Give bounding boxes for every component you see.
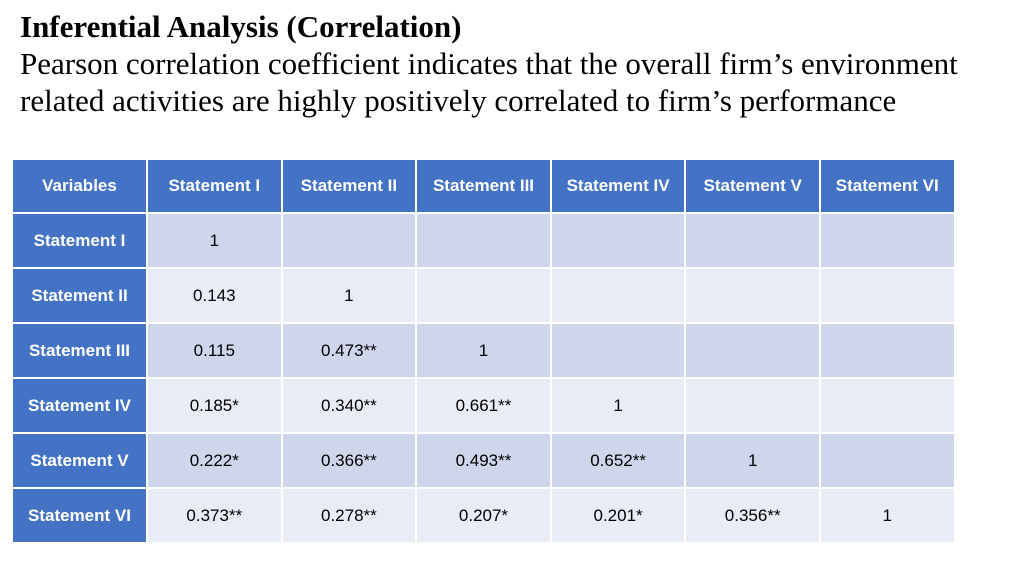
slide-title: Inferential Analysis (Correlation) Pears… [20, 8, 1010, 119]
table-cell [818, 322, 956, 379]
row-header: Statement V [11, 432, 148, 489]
row-header: Statement VI [11, 487, 148, 544]
table-cell [684, 267, 821, 324]
column-header: Statement II [280, 158, 418, 214]
table-cell: 0.652** [549, 432, 687, 489]
table-cell [818, 212, 956, 269]
table-cell: 0.366** [280, 432, 418, 489]
table-row: Statement V 0.222* 0.366** 0.493** 0.652… [11, 432, 956, 489]
table-cell: 0.473** [280, 322, 418, 379]
table-header-row: Variables Statement I Statement II State… [11, 158, 956, 214]
table-cell: 1 [549, 377, 687, 434]
table-row: Statement VI 0.373** 0.278** 0.207* 0.20… [11, 487, 956, 544]
row-header: Statement IV [11, 377, 148, 434]
row-header: Statement I [11, 212, 148, 269]
table-cell: 0.143 [146, 267, 283, 324]
table-cell [684, 322, 821, 379]
table-cell: 0.661** [415, 377, 552, 434]
table-cell: 0.373** [146, 487, 283, 544]
table-cell: 1 [818, 487, 956, 544]
table-cell [684, 377, 821, 434]
table-cell: 0.340** [280, 377, 418, 434]
table-cell: 1 [280, 267, 418, 324]
table-row: Statement III 0.115 0.473** 1 [11, 322, 956, 379]
table-cell [549, 212, 687, 269]
table-cell: 0.201* [549, 487, 687, 544]
column-header: Statement VI [818, 158, 956, 214]
table-cell: 0.115 [146, 322, 283, 379]
table-cell: 1 [146, 212, 283, 269]
table-cell: 0.493** [415, 432, 552, 489]
slide-subtitle: Pearson correlation coefficient indicate… [20, 46, 958, 118]
table-cell [549, 322, 687, 379]
column-header: Statement III [415, 158, 552, 214]
column-header: Statement IV [549, 158, 687, 214]
table-cell [818, 267, 956, 324]
table-cell [818, 377, 956, 434]
table-row: Statement I 1 [11, 212, 956, 269]
table-cell: 0.356** [684, 487, 821, 544]
table-cell: 0.185* [146, 377, 283, 434]
table-cell: 0.207* [415, 487, 552, 544]
table-cell [280, 212, 418, 269]
column-header: Statement V [684, 158, 821, 214]
slide-heading: Inferential Analysis (Correlation) [20, 9, 462, 44]
correlation-table: Variables Statement I Statement II State… [11, 158, 956, 544]
table-cell: 0.222* [146, 432, 283, 489]
column-header: Variables [11, 158, 148, 214]
table-cell [415, 212, 552, 269]
table-row: Statement IV 0.185* 0.340** 0.661** 1 [11, 377, 956, 434]
column-header: Statement I [146, 158, 283, 214]
row-header: Statement II [11, 267, 148, 324]
table-cell [818, 432, 956, 489]
table-cell: 0.278** [280, 487, 418, 544]
row-header: Statement III [11, 322, 148, 379]
table-cell: 1 [684, 432, 821, 489]
table-row: Statement II 0.143 1 [11, 267, 956, 324]
table-cell [549, 267, 687, 324]
table-cell [415, 267, 552, 324]
table-cell [684, 212, 821, 269]
table-cell: 1 [415, 322, 552, 379]
